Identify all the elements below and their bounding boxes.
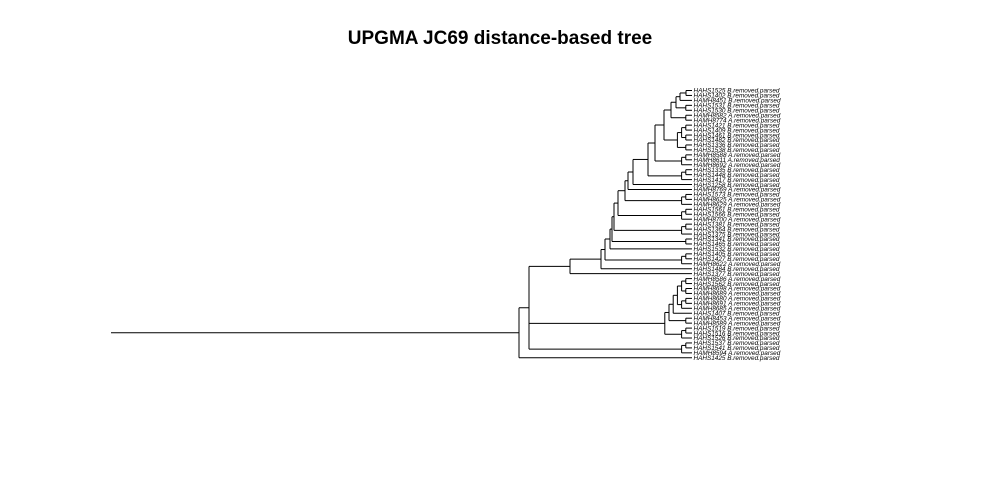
tip-label: HAHS1402 B.removed.parsed xyxy=(694,93,780,100)
tip-label: HAMH8629 A.removed.parsed xyxy=(694,202,781,209)
tip-label: HAHS1519 B.removed.parsed xyxy=(694,325,780,332)
tip-label: HAHS1405 B.removed.parsed xyxy=(694,251,780,258)
tip-label: HAMH8588 A.removed.parsed xyxy=(694,152,781,159)
tip-label: HAHS1530 B.removed.parsed xyxy=(694,108,780,115)
tip-label: HAHS1482 B.removed.parsed xyxy=(694,137,780,144)
tip-label: HAHS1537 B.removed.parsed xyxy=(694,340,780,347)
tip-label: HAMH8582 A.removed.parsed xyxy=(694,112,781,119)
tip-label: HAHS1377 B.removed.parsed xyxy=(694,271,780,278)
tip-label: HAMH8622 A.removed.parsed xyxy=(694,261,781,268)
tip-label: HAHS1562 B.removed.parsed xyxy=(694,281,780,288)
tip-label: HAMH8680 A.removed.parsed xyxy=(694,296,781,303)
tip-label: HAMH8625 A.removed.parsed xyxy=(694,197,781,204)
tip-label: HAHS1258 B.removed.parsed xyxy=(694,182,780,189)
tip-label: HAHS1461 B.removed.parsed xyxy=(694,132,780,139)
tip-label: HAHS1341 B.removed.parsed xyxy=(694,236,780,243)
tip-label: HAMH8692 A.removed.parsed xyxy=(694,162,781,169)
tip-label: HAMH8594 A.removed.parsed xyxy=(694,350,781,357)
tip-label: HAHS1532 B.removed.parsed xyxy=(694,246,780,253)
tip-label: HAMH8700 A.removed.parsed xyxy=(694,216,781,223)
tip-label: HAHS1516 B.removed.parsed xyxy=(694,330,780,337)
tip-label: HAMH8611 A.removed.parsed xyxy=(694,157,781,164)
tip-label: HAMH8451 B.removed.parsed xyxy=(694,98,781,105)
tip-label: HAHS1336 B.removed.parsed xyxy=(694,142,780,149)
tip-label: HAMH8685 A.removed.parsed xyxy=(694,306,781,313)
tip-label: HAMH8689 A.removed.parsed xyxy=(694,291,781,298)
tip-label: HAHS1484 B.removed.parsed xyxy=(694,266,780,273)
tip-label: HAHS1364 B.removed.parsed xyxy=(694,226,780,233)
tip-label: HAHS1541 B.removed.parsed xyxy=(694,345,780,352)
tip-label: HAHS1421 B.removed.parsed xyxy=(694,122,780,129)
tip-label: HAHS1425 B.removed.parsed xyxy=(694,355,780,362)
tip-label: HAMH8774 A.removed.parsed xyxy=(694,117,781,124)
tip-label: HAHS1531 B.removed.parsed xyxy=(694,103,780,110)
tip-label: HAHS1525 B.removed.parsed xyxy=(694,88,780,95)
tip-label: HAMH8453 A.removed.parsed xyxy=(694,315,781,322)
tip-label: HAHS1573 B.removed.parsed xyxy=(694,192,780,199)
tip-label: HAMH8691 A.removed.parsed xyxy=(694,301,781,308)
tip-label: HAHS1427 B.removed.parsed xyxy=(694,256,780,263)
tip-label: HAHS1417 B.removed.parsed xyxy=(694,177,780,184)
tip-label: HAHS1335 B.removed.parsed xyxy=(694,167,780,174)
tip-label: HAHS1526 B.removed.parsed xyxy=(694,335,780,342)
tip-label: HAHS1409 B.removed.parsed xyxy=(694,127,780,134)
tip-label: HAMH8769 A.removed.parsed xyxy=(694,187,781,194)
tip-label: HAHS1375 B.removed.parsed xyxy=(694,231,780,238)
tip-label: HAHS1465 B.removed.parsed xyxy=(694,241,780,248)
tip-label: HAHS1407 B.removed.parsed xyxy=(694,310,780,317)
tip-label: HAHS1448 B.removed.parsed xyxy=(694,172,780,179)
tip-label: HAHS1566 B.removed.parsed xyxy=(694,211,780,218)
tip-label: HAMH8586 A.removed.parsed xyxy=(694,276,781,283)
tip-label: HAMH8589 A.removed.parsed xyxy=(694,320,781,327)
tree-branches xyxy=(111,90,692,359)
tip-label: HAHS1561 B.removed.parsed xyxy=(694,207,780,214)
page-title: UPGMA JC69 distance-based tree xyxy=(347,28,653,49)
tip-label: HAMH8698 A.removed.parsed xyxy=(694,286,781,293)
tip-label: HAHS1538 B.removed.parsed xyxy=(694,147,780,154)
tip-label: HAHS1381 B.removed.parsed xyxy=(694,221,780,228)
